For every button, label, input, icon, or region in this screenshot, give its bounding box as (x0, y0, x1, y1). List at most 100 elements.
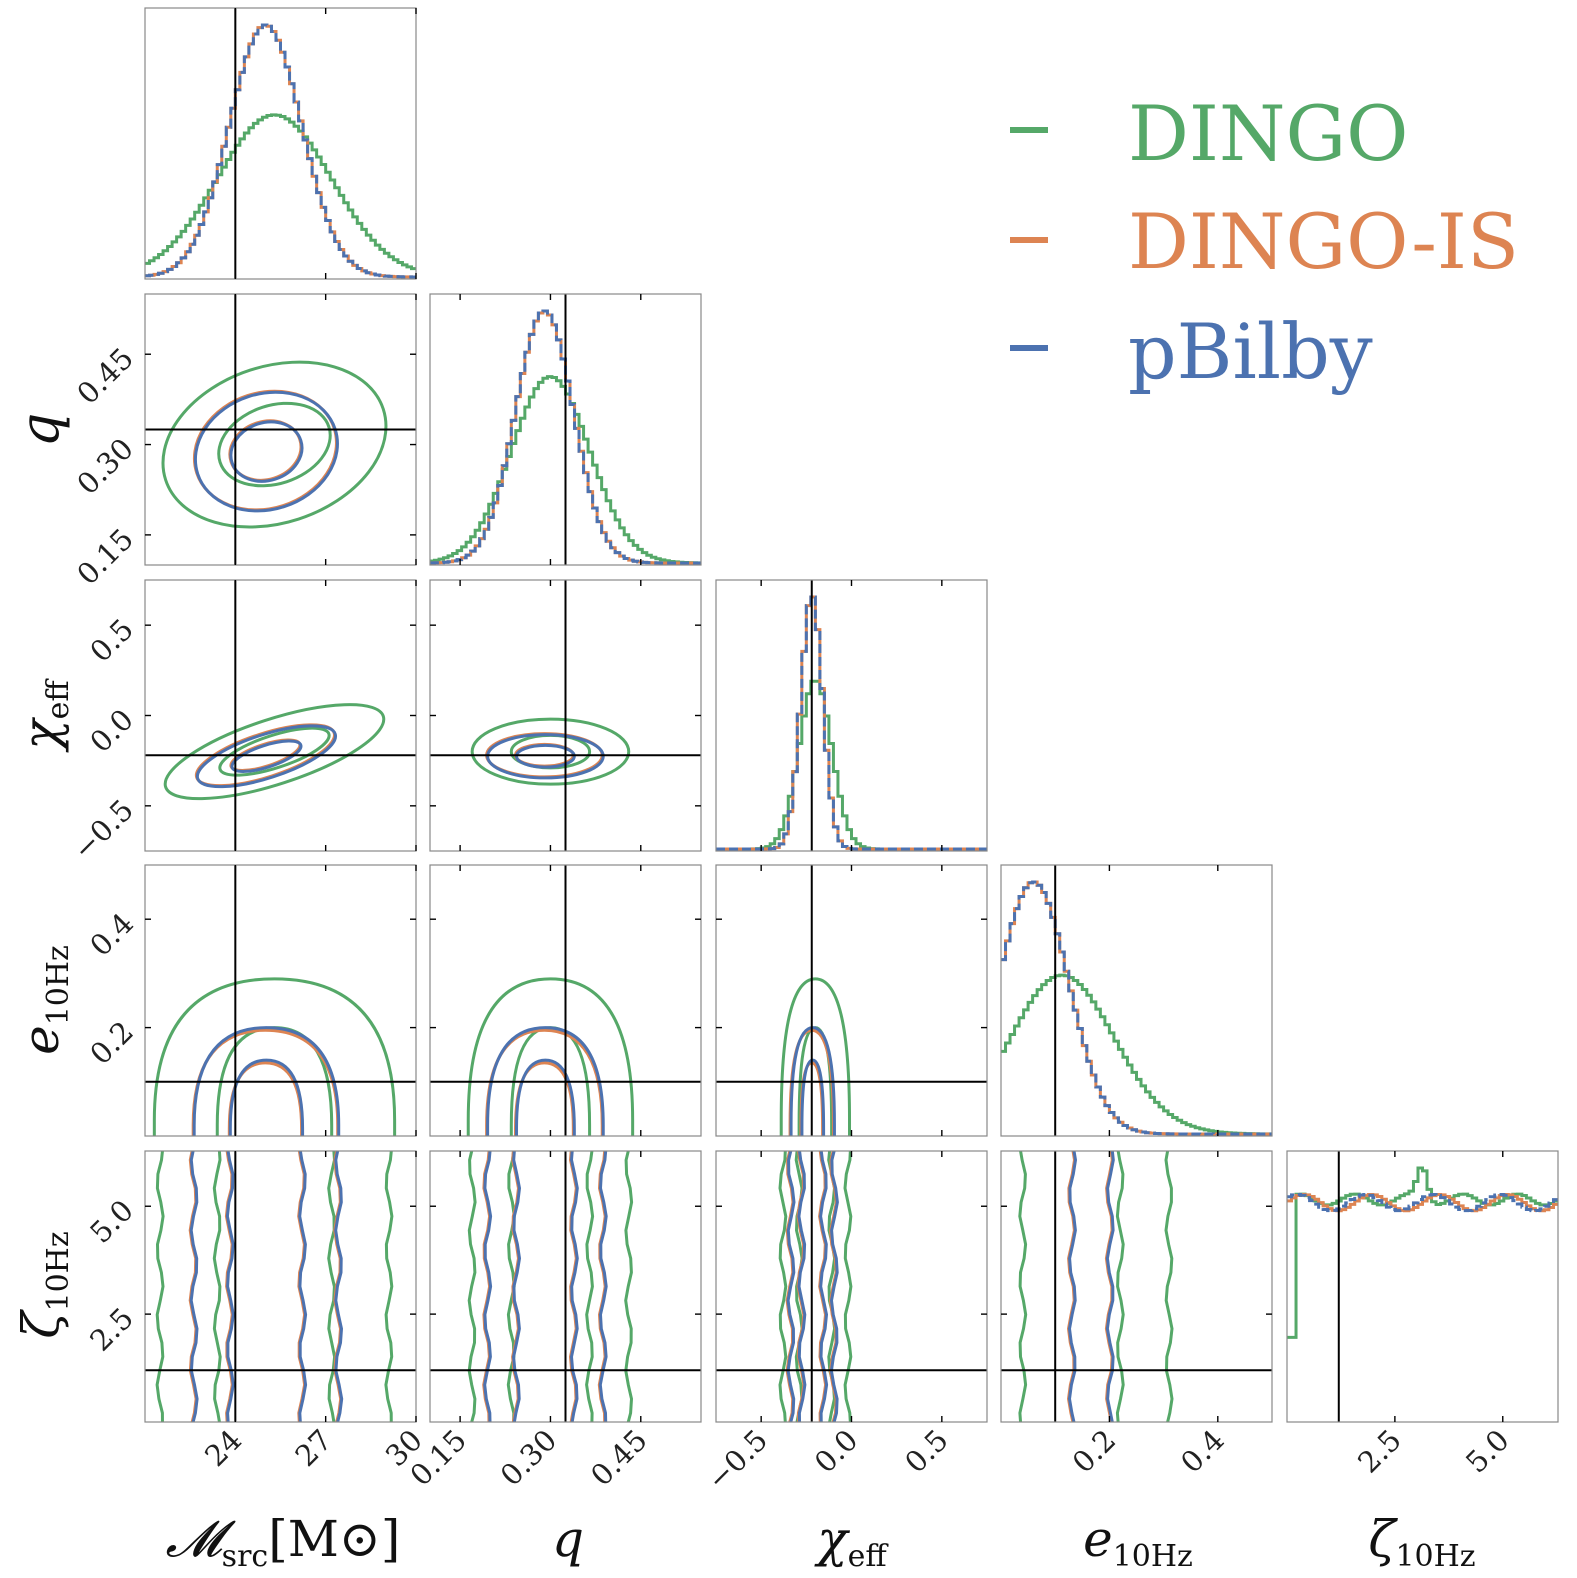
contour-chi-vs-mc-dingo-inner (218, 726, 331, 777)
contour-e-vs-q-dingo-outer (466, 977, 635, 1136)
panel-e-vs-q (429, 864, 702, 1137)
contour-zeta-vs-mc-dingo-outer-right (384, 1151, 394, 1422)
contour-zeta-vs-mc-pbilby-outer-right (334, 1151, 344, 1422)
contour-zeta-vs-e-dingo-inner-right (1115, 1151, 1125, 1422)
hist-zeta-dingo (1287, 1166, 1558, 1339)
contour-zeta-vs-q-pbilby-inner-right (569, 1151, 579, 1422)
contour-chi-vs-mc-pbilby-inner (230, 739, 303, 773)
x-tick-label-chi: 0.5 (898, 1423, 955, 1480)
x-label-zeta-sub: 10Hz (1395, 1539, 1475, 1574)
contour-chi-vs-q-dingo-outer (470, 717, 631, 786)
x-label-zeta-base: ζ (1368, 1510, 1398, 1568)
contour-q-vs-mc-dingo-outer (161, 360, 388, 529)
hist-e-dingo (1001, 973, 1272, 1136)
x-tick-label-e: 0.2 (1066, 1423, 1123, 1480)
panel-q-vs-q (429, 293, 702, 566)
y-tick-label-zeta: 5.0 (83, 1193, 140, 1250)
x-label-chi-eff-sub: eff (848, 1539, 890, 1574)
legend: DINGO DINGO-IS pBilby (1010, 89, 1519, 396)
panel-mc-vs-mc (144, 7, 417, 280)
x-label-chi-eff: χeff (814, 1510, 889, 1574)
y-label-zeta-sub: 10Hz (41, 1231, 76, 1311)
panel-zeta-vs-zeta (1286, 1150, 1559, 1423)
x-tick-label-q: 0.30 (494, 1423, 564, 1493)
legend-label-dingo: DINGO (1128, 89, 1408, 178)
hist-e-dingo-is (1001, 880, 1272, 1136)
contour-zeta-vs-mc-pbilby-outer-left (189, 1151, 199, 1422)
hist-zeta-dingo-is (1287, 1193, 1558, 1213)
y-tick-label-chi: 0.5 (83, 612, 140, 669)
y-label-chi-eff-base: χ (12, 717, 70, 753)
y-label-q: q (8, 413, 71, 448)
contour-zeta-vs-e-dingo-outer-right (1164, 1151, 1174, 1422)
contour-zeta-vs-chi-pbilby-outer-right (829, 1151, 839, 1422)
panel-frame (429, 864, 702, 1137)
panel-frame (144, 1150, 417, 1423)
panel-e-vs-mc (144, 864, 417, 1137)
contour-zeta-vs-chi-pbilby-inner-left (797, 1151, 807, 1422)
x-label-zeta: ζ10Hz (1368, 1510, 1475, 1574)
contour-q-vs-mc-dingo-inner (217, 401, 332, 488)
y-label-zeta: ζ10Hz (12, 1231, 76, 1338)
hist-mc-dingo (145, 113, 416, 271)
contour-zeta-vs-mc-dingo-inner-right (327, 1151, 337, 1422)
panel-frame (1286, 1150, 1559, 1423)
contour-zeta-vs-q-dingo-inner-right (585, 1151, 595, 1422)
x-tick-label-zeta: 2.5 (1351, 1423, 1408, 1480)
x-label-chirp-mass-unit: [M⊙] (268, 1510, 400, 1568)
y-label-eccentricity-base: e (12, 1025, 70, 1055)
contour-zeta-vs-e-pbilby-outer-left (956, 1146, 962, 1427)
hist-e-pbilby (1001, 880, 1272, 1136)
panel-frame (715, 864, 988, 1137)
contour-chi-vs-mc-pbilby-outer (195, 724, 337, 789)
y-tick-label-q: 0.15 (70, 522, 140, 592)
panel-chi-vs-mc (144, 579, 417, 852)
panel-e-vs-chi (715, 864, 988, 1137)
y-tick-label-q: 0.45 (70, 341, 140, 411)
y-tick-label-chi: 0.0 (83, 702, 140, 759)
panel-frame (429, 293, 702, 566)
contour-zeta-vs-e-dingo-inner-left (1018, 1151, 1028, 1422)
hist-chi-dingo (716, 679, 987, 851)
y-label-eccentricity-sub: 10Hz (41, 945, 76, 1025)
x-label-eccentricity-sub: 10Hz (1113, 1539, 1193, 1574)
panel-frame (144, 7, 417, 280)
y-label-chi-eff-sub: eff (41, 678, 76, 720)
contour-chi-vs-mc-dingo-outer (163, 703, 386, 801)
contour-zeta-vs-e-pbilby-inner-left (1001, 1159, 1002, 1231)
panel-frame (144, 293, 417, 566)
x-label-chi-eff-base: χ (814, 1510, 850, 1568)
contour-zeta-vs-q-dingo-outer-right (624, 1151, 634, 1422)
x-tick-label-mc: 24 (198, 1423, 248, 1473)
y-axis-labels: q χeff e10Hz ζ10Hz (8, 413, 76, 1339)
contour-e-vs-q-dingo-inner (509, 1026, 592, 1136)
x-label-chirp-mass-sub: src (222, 1539, 269, 1574)
x-label-eccentricity-base: e (1083, 1510, 1113, 1568)
x-tick-label-e: 0.4 (1174, 1423, 1231, 1480)
y-tick-label-q: 0.30 (70, 431, 140, 501)
panel-zeta-vs-e (956, 1146, 1273, 1427)
y-label-zeta-base: ζ (12, 1309, 70, 1339)
x-tick-label-q: 0.45 (584, 1423, 654, 1493)
contour-zeta-vs-chi-pbilby-inner-right (819, 1151, 829, 1422)
panel-chi-vs-chi (715, 579, 988, 852)
contour-zeta-vs-e-pbilby-inner-right (1067, 1151, 1078, 1422)
contour-zeta-vs-e-pbilby-outer-right (1105, 1151, 1115, 1422)
panel-zeta-vs-mc (144, 1150, 417, 1423)
hist-chi-dingo-is (716, 595, 987, 851)
contour-zeta-vs-chi-pbilby-outer-left (786, 1151, 796, 1422)
panel-zeta-vs-q (429, 1150, 702, 1423)
panels-layer (144, 7, 1559, 1427)
contour-zeta-vs-mc-dingo-outer-left (155, 1151, 165, 1422)
hist-mc-pbilby (145, 23, 416, 279)
x-axis-labels: 𝓜src[M⊙] q χeff e10Hz ζ10Hz (166, 1510, 1476, 1574)
contour-zeta-vs-q-pbilby-outer-left (483, 1151, 493, 1422)
contour-e-vs-chi-dingo-outer (779, 977, 852, 1136)
contour-zeta-vs-mc-pbilby-inner-right (298, 1151, 308, 1422)
x-tick-label-chi: 0.0 (808, 1423, 865, 1480)
x-label-q: q (552, 1510, 584, 1568)
x-label-eccentricity: e10Hz (1083, 1510, 1193, 1574)
panel-frame (144, 864, 417, 1137)
contour-q-vs-mc-pbilby-inner (229, 420, 304, 483)
